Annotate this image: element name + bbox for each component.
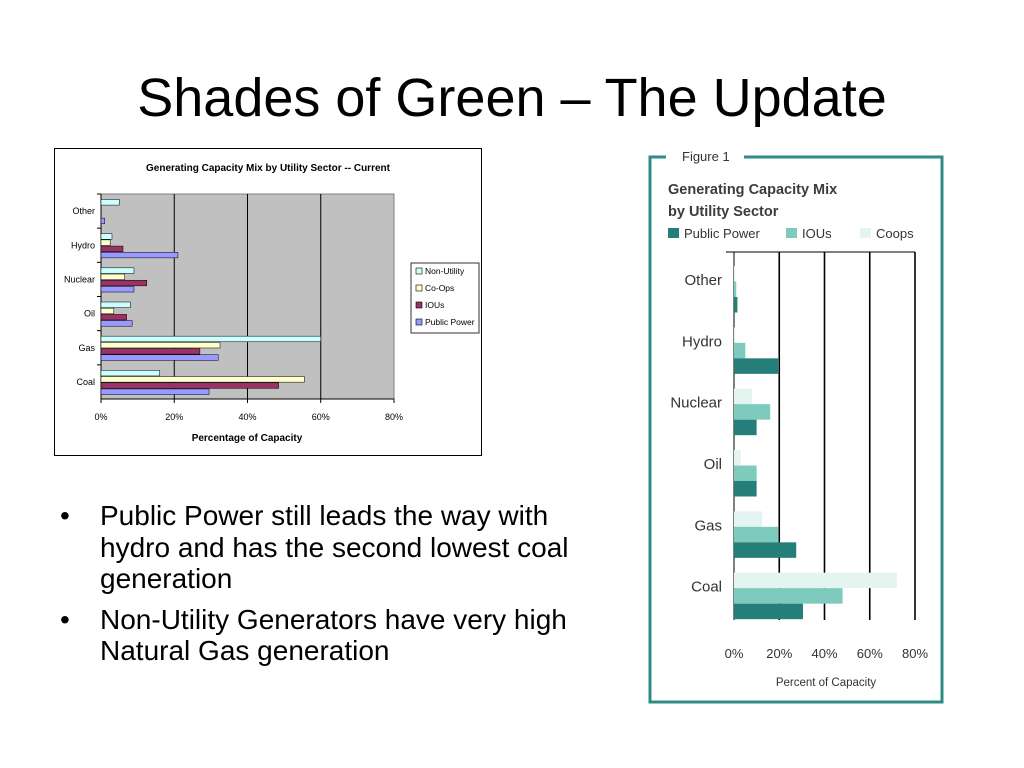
right-figure-chart: Figure 1 Generating Capacity Mix by Utilit… (648, 146, 944, 704)
y-category-label: Other (684, 272, 722, 289)
bar (734, 572, 897, 589)
x-axis-label: Percent of Capacity (776, 677, 877, 689)
bar (734, 404, 771, 420)
y-category-label: Nuclear (64, 274, 95, 284)
y-category-label: Nuclear (670, 395, 722, 412)
x-axis-label: Percentage of Capacity (192, 433, 303, 444)
bar (100, 335, 321, 343)
bar (100, 307, 115, 315)
bar (734, 281, 737, 297)
bar (100, 279, 148, 287)
y-category-label: Oil (704, 456, 722, 473)
legend-label: IOUs (425, 300, 444, 310)
x-tick-label: 60% (857, 646, 883, 661)
bar (734, 358, 779, 374)
bar (100, 382, 279, 389)
bar (734, 481, 757, 497)
bar (734, 588, 843, 604)
bar (100, 388, 210, 395)
bar (100, 273, 126, 280)
bar (734, 388, 753, 405)
bullet-text: Non-Utility Generators have very high Na… (100, 603, 567, 667)
left-bar-chart: Generating Capacity Mix by Utility Secto… (54, 148, 482, 456)
figure-frame (648, 155, 944, 704)
bar (100, 376, 305, 383)
figure-title-line: Generating Capacity Mix (668, 182, 837, 198)
bar (100, 245, 124, 252)
bar (100, 252, 179, 259)
legend-swatch (415, 284, 423, 292)
bar (100, 239, 111, 246)
bar (734, 465, 757, 481)
legend-label: Co-Ops (425, 283, 454, 293)
bar (734, 511, 763, 527)
x-tick-label: 80% (902, 646, 928, 661)
bar (100, 370, 160, 377)
x-tick-label: 40% (238, 412, 256, 422)
x-tick-label: 40% (811, 646, 837, 661)
bar (734, 297, 738, 313)
x-tick-label: 60% (312, 412, 330, 422)
bar (734, 419, 757, 436)
figure-title-line: by Utility Sector (668, 204, 779, 220)
legend-label: Coops (876, 226, 914, 241)
legend-label: IOUs (802, 226, 832, 241)
legend-box (410, 262, 480, 334)
bar (100, 199, 120, 206)
legend-swatch (786, 228, 797, 238)
bar (100, 342, 221, 349)
slide-title: Shades of Green – The Update (137, 68, 887, 128)
bar (100, 314, 127, 321)
right-chart-svg: Figure 1 Generating Capacity Mix by Utilit… (648, 149, 944, 704)
bar (100, 320, 133, 327)
bar (734, 526, 779, 543)
legend-label: Public Power (425, 317, 475, 327)
legend-swatch (415, 267, 423, 275)
y-category-label: Other (72, 206, 95, 216)
bar (734, 327, 736, 343)
bar (100, 348, 201, 355)
figure-label: Figure 1 (682, 149, 730, 164)
bullet-symbol: • (60, 603, 70, 635)
y-category-label: Coal (76, 377, 95, 387)
y-category-label: Coal (691, 579, 722, 596)
bullet-item: • Public Power still leads the way with … (60, 500, 600, 595)
x-tick-label: 20% (766, 646, 792, 661)
bar (100, 286, 135, 293)
y-category-label: Gas (694, 517, 722, 534)
legend-label: Non-Utility (425, 266, 465, 276)
left-chart-svg: Generating Capacity Mix by Utility Secto… (64, 163, 480, 444)
y-category-label: Gas (78, 343, 95, 353)
bullet-list: • Public Power still leads the way with … (60, 500, 600, 676)
y-category-label: Hydro (71, 240, 95, 250)
bar (100, 267, 135, 274)
bar (100, 217, 105, 224)
bar (100, 354, 219, 361)
y-category-label: Oil (84, 309, 95, 319)
y-category-label: Hydro (682, 333, 722, 350)
bullet-text: Public Power still leads the way with hy… (100, 500, 569, 594)
bullet-item: • Non-Utility Generators have very high … (60, 604, 600, 667)
bar (100, 301, 131, 308)
legend-label: Public Power (684, 226, 761, 241)
legend-swatch (415, 318, 423, 326)
bar (734, 266, 736, 282)
bar (734, 342, 746, 359)
x-tick-label: 0% (725, 646, 744, 661)
x-tick-label: 20% (165, 412, 183, 422)
bar (100, 233, 113, 240)
legend-swatch (415, 301, 423, 309)
chart-title: Generating Capacity Mix by Utility Secto… (146, 163, 391, 174)
bar (734, 450, 741, 466)
bar (734, 542, 797, 558)
bullet-symbol: • (60, 500, 70, 531)
legend-swatch (860, 228, 871, 238)
bar (734, 603, 804, 620)
x-tick-label: 0% (94, 412, 107, 422)
legend-swatch (668, 228, 679, 238)
x-tick-label: 80% (385, 412, 403, 422)
